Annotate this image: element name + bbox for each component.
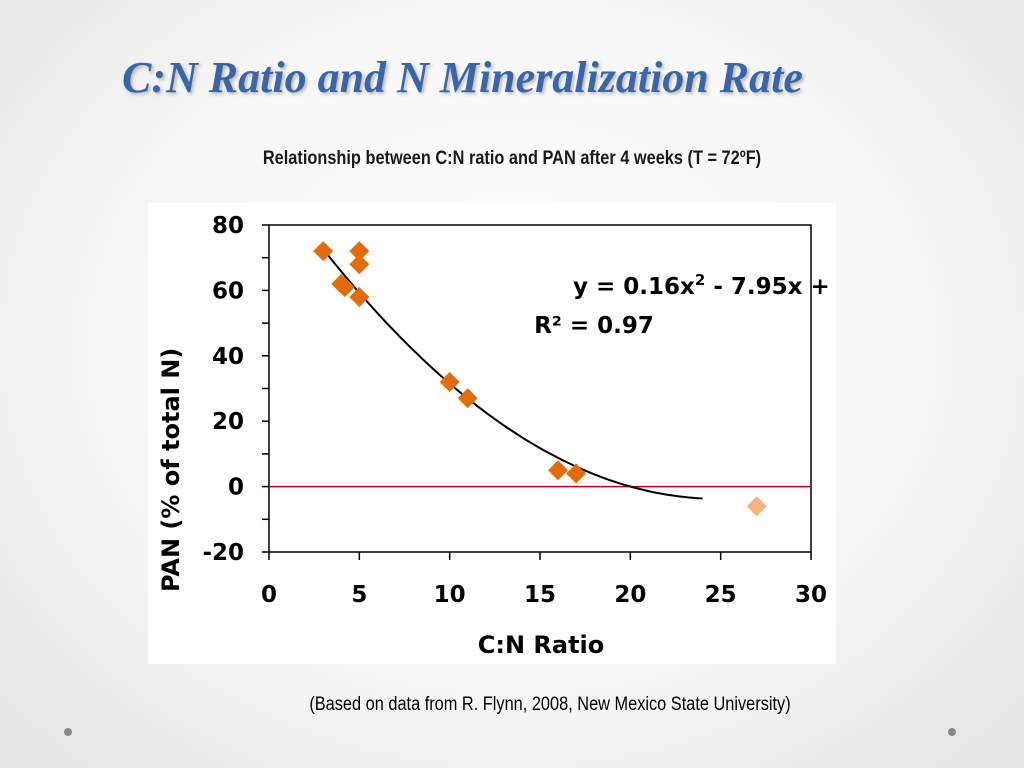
trendline-equation: y = 0.16x2 - 7.95x + 95.02 R² = 0.97 xyxy=(534,271,836,339)
x-tick-label: 20 xyxy=(614,582,646,608)
x-tick-label: 5 xyxy=(351,582,367,608)
decorative-dot-left xyxy=(64,728,72,736)
slide-title: C:N Ratio and N Mineralization Rate xyxy=(122,53,803,102)
data-point xyxy=(349,286,370,307)
outlier-data-point xyxy=(746,496,767,517)
data-point xyxy=(349,254,370,275)
y-tick-label: 60 xyxy=(212,278,244,304)
y-tick-label: 40 xyxy=(212,344,244,370)
x-tick-label: 25 xyxy=(705,582,737,608)
x-tick-label: 30 xyxy=(795,582,827,608)
y-axis-title: PAN (% of total N) xyxy=(157,348,185,592)
y-tick-label: 0 xyxy=(228,475,244,501)
data-point xyxy=(334,277,355,298)
decorative-dot-right xyxy=(948,728,956,736)
x-tick-label: 10 xyxy=(434,582,466,608)
x-axis-label: C:N Ratio xyxy=(478,631,605,659)
chart-panel: PAN (% of total N) C:N Ratio y = 0.16x2 … xyxy=(148,203,836,664)
x-tick-label: 0 xyxy=(261,582,277,608)
y-tick-label: 20 xyxy=(212,409,244,435)
data-point xyxy=(313,241,334,262)
trendline-equation-text: y = 0.16x2 - 7.95x + 95.02 xyxy=(573,271,836,300)
data-point xyxy=(566,463,587,484)
trendline xyxy=(322,248,703,500)
data-point xyxy=(349,241,370,262)
data-point xyxy=(457,388,478,409)
chart-title: Relationship between C:N ratio and PAN a… xyxy=(262,148,762,169)
r-squared-label: R² = 0.97 xyxy=(534,313,654,339)
data-point xyxy=(548,460,569,481)
x-tick-label: 15 xyxy=(524,582,556,608)
y-tick-label: 80 xyxy=(212,213,244,239)
source-note: (Based on data from R. Flynn, 2008, New … xyxy=(309,694,791,715)
data-point xyxy=(439,371,460,392)
scatter-chart: PAN (% of total N) C:N Ratio y = 0.16x2 … xyxy=(157,213,836,659)
y-tick-label: -20 xyxy=(202,540,244,566)
y-axis-label: PAN (% of total N) xyxy=(157,348,185,592)
